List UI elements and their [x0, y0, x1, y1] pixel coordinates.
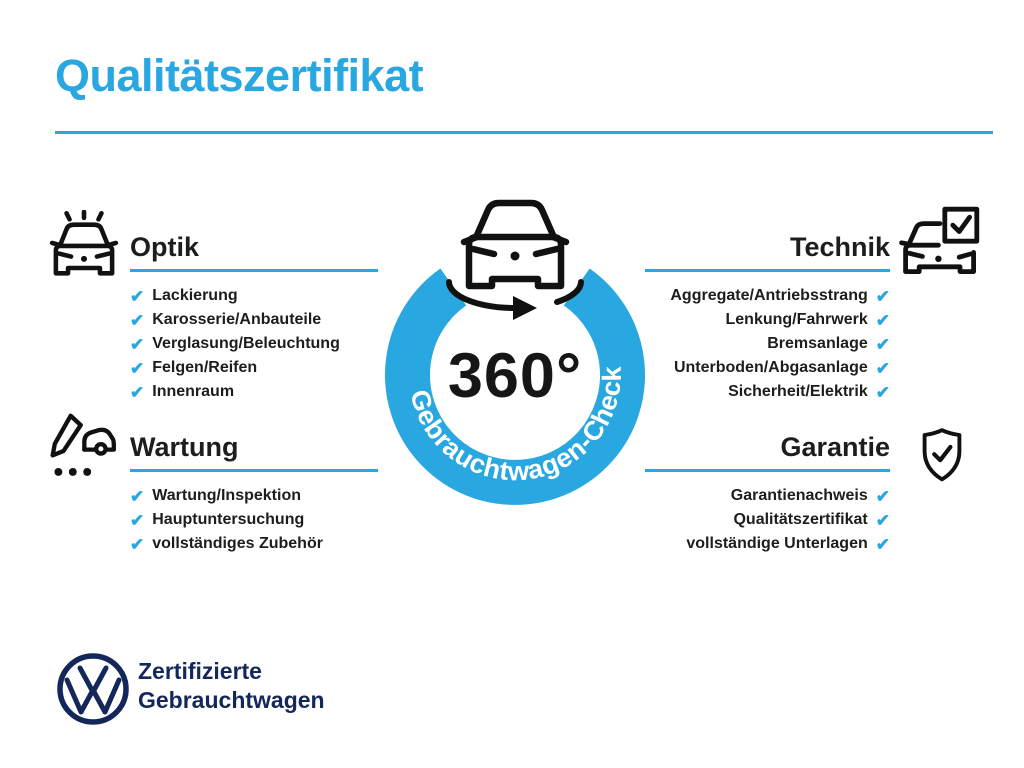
section-garantie: Garantie ✔ Garantienachweis ✔ Qualitätsz… — [645, 432, 890, 556]
item-label: Unterboden/Abgasanlage — [673, 359, 868, 376]
badge-center-label: 360° — [448, 341, 582, 411]
list-item: ✔ vollständige Unterlagen — [645, 532, 890, 556]
car-checkbox-icon — [899, 206, 980, 274]
section-title-wartung: Wartung — [130, 432, 239, 462]
item-label: Lenkung/Fahrwerk — [725, 311, 868, 328]
list-item: ✔ Hauptuntersuchung — [130, 508, 378, 532]
check-icon: ✔ — [130, 510, 145, 530]
check-icon: ✔ — [875, 358, 890, 378]
item-label: Wartung/Inspektion — [152, 487, 301, 504]
check-icon: ✔ — [875, 286, 890, 306]
check-icon: ✔ — [875, 310, 890, 330]
brand-claim-line1: Zertifizierte — [138, 658, 262, 684]
list-item: ✔ Innenraum — [130, 380, 378, 404]
section-underline — [130, 269, 378, 272]
check-icon: ✔ — [875, 534, 890, 554]
service-note-car-icon — [50, 413, 116, 476]
section-underline — [645, 269, 890, 272]
brand-claim-line2: Gebrauchtwagen — [138, 687, 325, 713]
page-title: Qualitätszertifikat — [55, 50, 424, 101]
title-divider — [55, 131, 993, 134]
list-item: ✔ Unterboden/Abgasanlage — [645, 356, 890, 380]
section-technik: Technik ✔ Aggregate/Antriebsstrang ✔ Len… — [645, 232, 890, 404]
list-item: ✔ Sicherheit/Elektrik — [645, 380, 890, 404]
item-label: Innenraum — [152, 383, 235, 400]
checklist-technik: ✔ Aggregate/Antriebsstrang ✔ Lenkung/Fah… — [645, 284, 890, 404]
item-label: vollständige Unterlagen — [686, 535, 868, 552]
list-item: ✔ Lenkung/Fahrwerk — [645, 308, 891, 332]
check-icon: ✔ — [130, 286, 145, 306]
list-item: ✔ vollständiges Zubehör — [130, 532, 378, 556]
section-title-technik: Technik — [789, 232, 890, 262]
item-label: Garantienachweis — [730, 487, 868, 504]
shiny-car-icon — [49, 210, 119, 276]
item-label: Qualitätszertifikat — [733, 511, 868, 528]
check-icon: ✔ — [875, 382, 890, 402]
check-icon: ✔ — [875, 334, 890, 354]
rotating-car-icon — [446, 199, 584, 320]
checklist-optik: ✔ Lackierung ✔ Karosserie/Anbauteile ✔ V… — [130, 284, 378, 404]
section-wartung: Wartung ✔ Wartung/Inspektion ✔ Hauptunte… — [130, 432, 378, 556]
list-item: ✔ Lackierung — [130, 284, 378, 308]
list-item: ✔ Garantienachweis — [645, 484, 890, 508]
check-icon: ✔ — [130, 310, 145, 330]
check-icon: ✔ — [130, 382, 145, 402]
section-title-optik: Optik — [130, 232, 200, 262]
list-item: ✔ Qualitätszertifikat — [645, 508, 890, 532]
item-label: Sicherheit/Elektrik — [728, 383, 868, 400]
section-underline — [130, 469, 378, 472]
check-icon: ✔ — [130, 334, 145, 354]
item-label: Felgen/Reifen — [152, 359, 258, 376]
checklist-wartung: ✔ Wartung/Inspektion ✔ Hauptuntersuchung… — [130, 484, 378, 556]
list-item: ✔ Karosserie/Anbauteile — [130, 308, 378, 332]
list-item: ✔ Wartung/Inspektion — [130, 484, 378, 508]
item-label: Karosserie/Anbauteile — [152, 311, 322, 328]
check-icon: ✔ — [130, 534, 145, 554]
section-optik: Optik ✔ Lackierung ✔ Karosserie/Anbautei… — [130, 232, 378, 404]
section-title-garantie: Garantie — [780, 432, 890, 462]
360-check-badge: Gebrauchtwagen-Check 360° — [385, 199, 645, 505]
item-label: Aggregate/Antriebsstrang — [670, 287, 868, 304]
vw-logo — [57, 653, 129, 725]
check-icon: ✔ — [875, 486, 890, 506]
list-item: ✔ Felgen/Reifen — [130, 356, 378, 380]
item-label: Verglasung/Beleuchtung — [152, 335, 340, 352]
list-item: ✔ Aggregate/Antriebsstrang — [645, 284, 890, 308]
brand-claim: Zertifizierte Gebrauchtwagen — [138, 657, 325, 715]
badge-ring — [385, 268, 645, 505]
check-icon: ✔ — [130, 358, 145, 378]
item-label: Bremsanlage — [767, 335, 868, 352]
check-icon: ✔ — [875, 510, 890, 530]
item-label: Lackierung — [152, 287, 238, 304]
list-item: ✔ Verglasung/Beleuchtung — [130, 332, 378, 356]
section-underline — [645, 469, 890, 472]
item-label: Hauptuntersuchung — [152, 511, 305, 528]
checklist-garantie: ✔ Garantienachweis ✔ Qualitätszertifikat… — [645, 484, 890, 556]
shield-check-icon — [922, 428, 962, 482]
check-icon: ✔ — [130, 486, 145, 506]
item-label: vollständiges Zubehör — [152, 535, 323, 552]
list-item: ✔ Bremsanlage — [645, 332, 890, 356]
